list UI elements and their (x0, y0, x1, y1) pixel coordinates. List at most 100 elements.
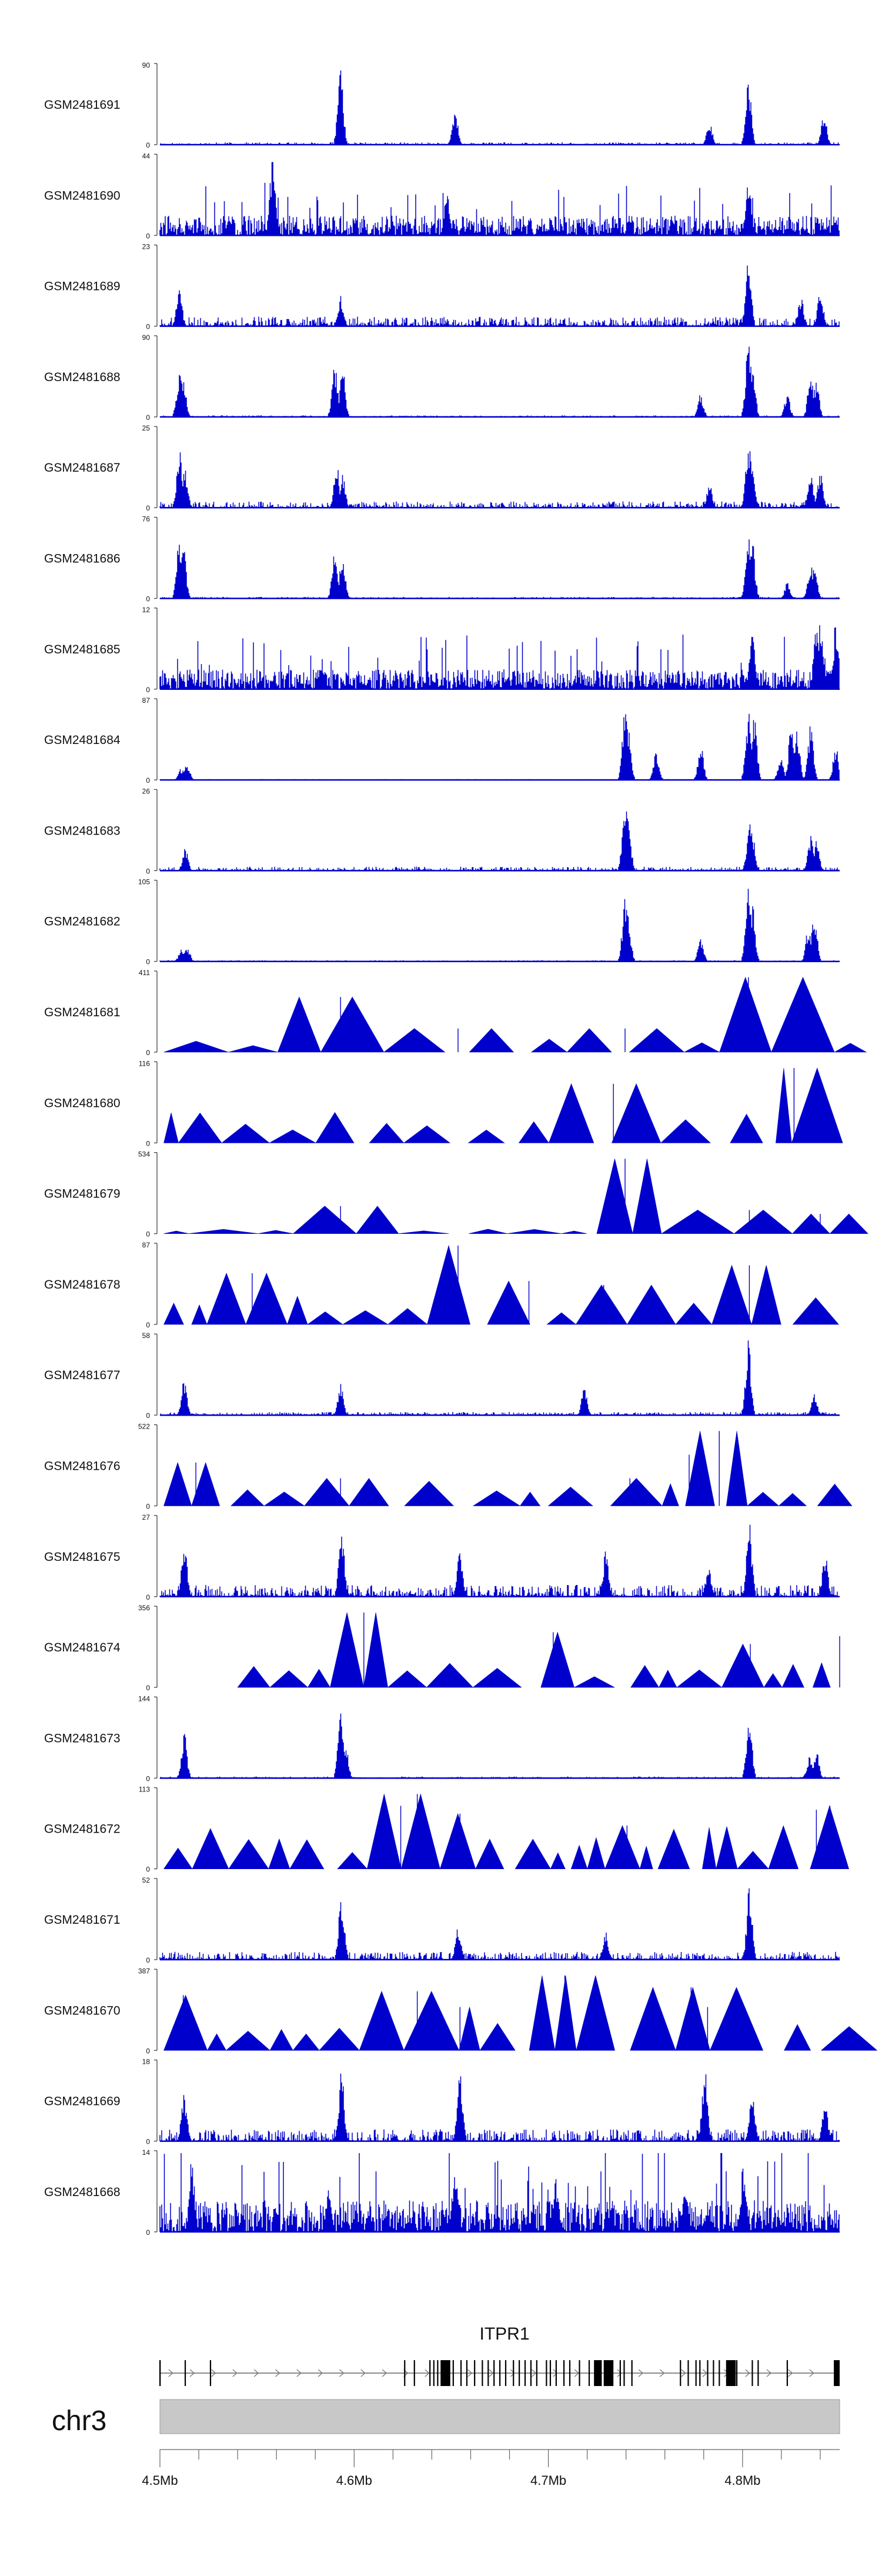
coverage-bars (159, 2153, 840, 2232)
genomic-axis: 4.5Mb 4.6Mb 4.7Mb 4.8Mb (142, 2449, 840, 2488)
track-ymax-label: 356 (138, 1604, 150, 1612)
track-ymin-label: 0 (146, 867, 150, 875)
strand-arrow-icon (532, 2369, 537, 2377)
strand-arrow-icon (553, 2369, 558, 2377)
track-ymax-label: 113 (139, 1786, 150, 1794)
exon (563, 2360, 565, 2386)
coverage-triangles (163, 1244, 839, 1325)
strand-arrow-icon (467, 2369, 473, 2377)
exon (555, 2360, 557, 2386)
strand-arrow-icon (296, 2369, 302, 2377)
track-ymax-label: 387 (138, 1967, 150, 1975)
exon (474, 2360, 476, 2386)
track-ymax-label: 76 (142, 515, 151, 523)
track-ymax-label: 90 (142, 61, 151, 69)
exon-block (834, 2360, 840, 2386)
track-ymin-label: 0 (146, 413, 150, 422)
coverage-triangles (163, 1067, 843, 1143)
exon (687, 2360, 689, 2386)
exon (437, 2360, 439, 2386)
track-ymin-label: 0 (146, 776, 150, 785)
coverage-bars (159, 451, 840, 508)
track-name-label: GSM2481690 (44, 189, 121, 202)
track-GSM2481678: GSM2481678 87 0 (44, 1241, 839, 1329)
exon (549, 2360, 552, 2386)
chromosome-label: chr3 (52, 2405, 106, 2437)
coverage-bars (159, 1524, 840, 1597)
strand-arrow-icon (360, 2369, 366, 2377)
exon (493, 2360, 495, 2386)
coverage-triangles (237, 1612, 831, 1688)
track-GSM2481689: GSM2481689 23 0 (44, 243, 840, 331)
strand-arrow-icon (382, 2369, 387, 2377)
track-name-label: GSM2481668 (44, 2185, 121, 2199)
exon (623, 2360, 625, 2386)
track-ymax-label: 144 (138, 1694, 150, 1703)
track-GSM2481683: GSM2481683 26 0 (44, 787, 840, 875)
track-ymax-label: 116 (139, 1059, 150, 1067)
track-ymax-label: 26 (142, 787, 151, 795)
track-GSM2481669: GSM2481669 18 0 (44, 2058, 840, 2146)
track-name-label: GSM2481669 (44, 2095, 121, 2108)
chromosome-band (159, 2399, 840, 2434)
coverage-bars (159, 1888, 840, 1960)
track-name-label: GSM2481672 (44, 1823, 121, 1836)
track-name-label: GSM2481678 (44, 1278, 121, 1292)
exon (713, 2360, 714, 2386)
track-ymax-label: 12 (142, 606, 151, 614)
track-ymax-label: 534 (138, 1150, 150, 1159)
exon (536, 2360, 537, 2386)
strand-arrow-icon (660, 2369, 665, 2377)
coverage-bars (159, 811, 839, 871)
strand-arrow-icon (745, 2369, 750, 2377)
track-GSM2481686: GSM2481686 76 0 (44, 515, 840, 603)
exon (524, 2360, 526, 2386)
exon (695, 2360, 697, 2386)
track-GSM2481675: GSM2481675 27 0 (44, 1513, 840, 1601)
track-ymin-label: 0 (146, 1866, 150, 1874)
strand-arrow-icon (766, 2369, 772, 2377)
exon (588, 2360, 590, 2386)
strand-arrow-icon (232, 2369, 238, 2377)
track-GSM2481691: GSM2481691 90 0 (44, 61, 840, 149)
track-name-label: GSM2481691 (44, 98, 121, 112)
exon (159, 2360, 161, 2386)
track-ymin-label: 0 (146, 504, 150, 512)
track-GSM2481668: GSM2481668 14 0 (44, 2148, 840, 2237)
track-name-label: GSM2481683 (44, 824, 121, 837)
strand-arrow-icon (339, 2369, 345, 2377)
track-name-label: GSM2481679 (44, 1187, 121, 1201)
coverage-triangles (163, 1159, 868, 1234)
exon (736, 2360, 738, 2386)
exon-block (603, 2360, 614, 2386)
coverage-triangles (163, 1793, 850, 1869)
track-GSM2481676: GSM2481676 522 0 (44, 1423, 853, 1511)
strand-arrow-icon (681, 2369, 686, 2377)
coverage-bars (159, 70, 840, 145)
track-ymax-label: 105 (138, 878, 150, 886)
exon (505, 2360, 507, 2386)
track-ymin-label: 0 (146, 1049, 150, 1057)
exon (680, 2360, 681, 2386)
axis-tick-label: 4.7Mb (530, 2473, 566, 2488)
axis-tick-label: 4.5Mb (142, 2473, 178, 2488)
track-ymax-label: 18 (142, 2058, 151, 2066)
track-ymin-label: 0 (146, 1412, 150, 1420)
coverage-bars (159, 889, 840, 962)
track-GSM2481674: GSM2481674 356 0 (44, 1604, 840, 1692)
track-name-label: GSM2481685 (44, 643, 121, 656)
exon (699, 2360, 701, 2386)
gene-name-label: ITPR1 (479, 2324, 529, 2344)
coverage-bars (159, 265, 840, 326)
track-ymin-label: 0 (146, 232, 150, 240)
track-GSM2481673: GSM2481673 144 0 (44, 1694, 840, 1783)
track-GSM2481670: GSM2481670 387 0 (44, 1967, 878, 2055)
strand-arrow-icon (638, 2369, 644, 2377)
track-GSM2481671: GSM2481671 52 0 (44, 1876, 840, 1964)
track-ymin-label: 0 (146, 2138, 150, 2146)
track-name-label: GSM2481677 (44, 1369, 121, 1382)
coverage-bars (159, 2073, 840, 2141)
exon (513, 2360, 514, 2386)
axis-tick-label: 4.8Mb (724, 2473, 760, 2488)
